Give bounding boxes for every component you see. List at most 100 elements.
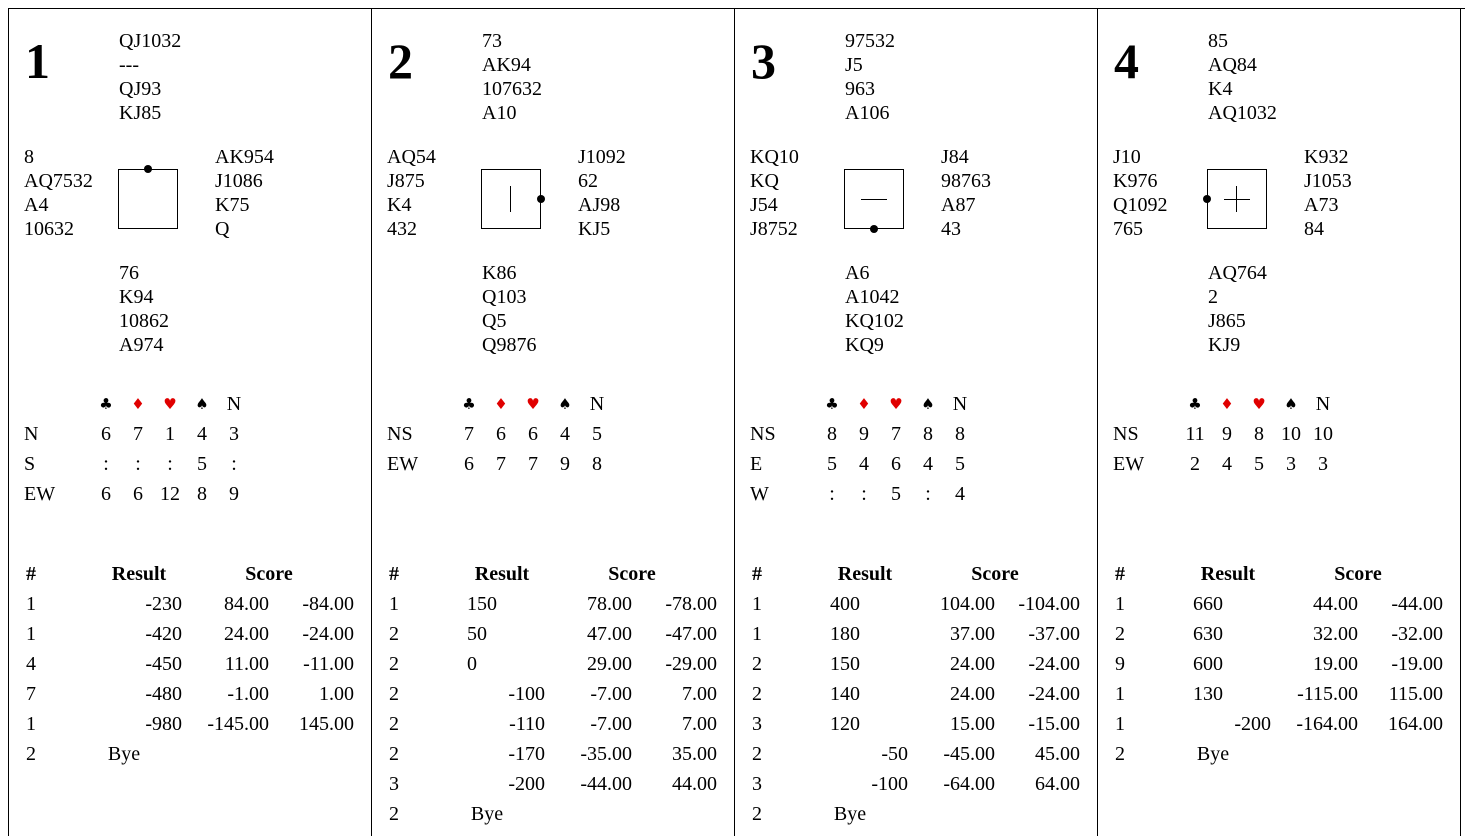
compass-box xyxy=(844,169,904,233)
num-header: # xyxy=(752,563,762,585)
result-value: 630 xyxy=(1193,623,1223,645)
table-count: 1 xyxy=(752,623,762,645)
west-suit-holding: J8752 xyxy=(750,218,798,240)
result-header: Result xyxy=(1200,563,1256,585)
trick-count: 8 xyxy=(955,423,965,445)
trick-count: 4 xyxy=(560,423,570,445)
east-suit-holding: 62 xyxy=(578,170,598,192)
result-row: 2 -110 -7.00 7.00 xyxy=(372,709,735,739)
trick-count: 11 xyxy=(1185,423,1205,445)
ns-score: 24.00 xyxy=(950,683,995,705)
north-suit-holding: A106 xyxy=(845,102,890,124)
board-2: 2 73 AK94 107632 A10 AQ54 J875 K4 432 J1092 62 AJ98… xyxy=(372,9,735,836)
north-suit-holding: K4 xyxy=(1208,78,1233,100)
south-suit-holding: A974 xyxy=(119,334,164,356)
trick-count: 5 xyxy=(891,483,901,505)
trick-row-label: N xyxy=(24,423,39,445)
ew-score: -29.00 xyxy=(665,653,717,675)
result-row: 2 0 29.00 -29.00 xyxy=(372,649,735,679)
ew-score: -11.00 xyxy=(303,653,354,675)
result-row: 2 140 24.00 -24.00 xyxy=(735,679,1098,709)
dealer-dot-icon xyxy=(537,195,545,203)
east-suit-holding: 98763 xyxy=(941,170,991,192)
west-suit-holding: KQ xyxy=(750,170,779,192)
diamond-icon: ♦ xyxy=(857,395,871,413)
result-header: Result xyxy=(837,563,893,585)
club-icon: ♣ xyxy=(99,395,113,413)
table-count: 2 xyxy=(389,743,399,765)
trick-row-label: NS xyxy=(1113,423,1139,445)
result-value: -100 xyxy=(871,773,908,795)
north-suit-holding: AQ1032 xyxy=(1208,102,1277,124)
heart-icon: ♥ xyxy=(889,395,903,413)
east-suit-holding: A73 xyxy=(1304,194,1339,216)
trick-header-row: ♣ ♦ ♥ ♠ N xyxy=(372,389,735,419)
east-suit-holding: J84 xyxy=(941,146,969,168)
west-suit-holding: 765 xyxy=(1113,218,1143,240)
trick-count: 9 xyxy=(1222,423,1232,445)
trick-count: : xyxy=(135,453,141,475)
result-value: -200 xyxy=(508,773,545,795)
score-header: Score xyxy=(245,563,293,585)
ns-score: -7.00 xyxy=(590,683,632,705)
north-hand: QJ1032 --- QJ93 KJ85 xyxy=(119,29,181,125)
trick-count: 7 xyxy=(496,453,506,475)
south-suit-holding: AQ764 xyxy=(1208,262,1267,284)
heart-icon: ♥ xyxy=(1252,395,1266,413)
board-4: 4 85 AQ84 K4 AQ1032 J10 K976 Q1092 765 K932 J1053 A… xyxy=(1098,9,1461,836)
result-row: 9 600 19.00 -19.00 xyxy=(1098,649,1461,679)
trick-count: : xyxy=(231,453,237,475)
board-sheet: 1 QJ1032 --- QJ93 KJ85 8 AQ7532 A4 10632 AK954 J10… xyxy=(8,8,1465,836)
result-row: 2 Bye xyxy=(735,799,1098,829)
trick-count: 7 xyxy=(891,423,901,445)
notrump-header: N xyxy=(589,393,605,415)
trick-count: 7 xyxy=(464,423,474,445)
table-count: 3 xyxy=(752,713,762,735)
result-row: 1 -980 -145.00 145.00 xyxy=(9,709,372,739)
table-count: 2 xyxy=(389,623,399,645)
ew-vulnerable-icon xyxy=(861,199,887,200)
west-suit-holding: J875 xyxy=(387,170,425,192)
north-suit-holding: QJ1032 xyxy=(119,30,182,52)
result-value: 150 xyxy=(467,593,497,615)
trick-count: 3 xyxy=(1318,453,1328,475)
table-count: 2 xyxy=(752,743,762,765)
north-suit-holding: 107632 xyxy=(482,78,542,100)
results-table: # Result Score 1 400 104.00 -104.00 1 180 37.00 -3… xyxy=(735,559,1098,829)
ew-score: -15.00 xyxy=(1028,713,1080,735)
table-count: 9 xyxy=(1115,653,1125,675)
south-hand: AQ764 2 J865 KJ9 xyxy=(1208,261,1267,357)
result-value: -200 xyxy=(1234,713,1271,735)
south-suit-holding: K86 xyxy=(482,262,517,284)
dealer-dot-icon xyxy=(144,165,152,173)
east-suit-holding: AJ98 xyxy=(578,194,621,216)
result-value: -980 xyxy=(145,713,182,735)
trick-count: 7 xyxy=(528,453,538,475)
east-suit-holding: AK954 xyxy=(215,146,274,168)
north-suit-holding: J5 xyxy=(845,54,863,76)
result-row: 1 -200 -164.00 164.00 xyxy=(1098,709,1461,739)
result-row: 1 180 37.00 -37.00 xyxy=(735,619,1098,649)
south-suit-holding: KQ102 xyxy=(845,310,904,332)
results-header-row: # Result Score xyxy=(372,559,735,589)
table-count: 2 xyxy=(1115,743,1125,765)
score-header: Score xyxy=(1334,563,1382,585)
east-hand: J1092 62 AJ98 KJ5 xyxy=(578,145,626,241)
trick-count: 9 xyxy=(859,423,869,445)
trick-count: 6 xyxy=(528,423,538,445)
north-hand: 73 AK94 107632 A10 xyxy=(482,29,542,125)
result-value: 150 xyxy=(830,653,860,675)
spade-icon: ♠ xyxy=(195,395,209,413)
trick-count: 9 xyxy=(229,483,239,505)
west-suit-holding: Q1092 xyxy=(1113,194,1168,216)
result-value: 660 xyxy=(1193,593,1223,615)
result-row: 1 -420 24.00 -24.00 xyxy=(9,619,372,649)
result-value: Bye xyxy=(107,743,141,765)
east-hand: AK954 J1086 K75 Q xyxy=(215,145,274,241)
club-icon: ♣ xyxy=(462,395,476,413)
result-value: 50 xyxy=(467,623,487,645)
trick-count: 5 xyxy=(197,453,207,475)
ew-score: 1.00 xyxy=(319,683,354,705)
diamond-icon: ♦ xyxy=(1220,395,1234,413)
diamond-icon: ♦ xyxy=(494,395,508,413)
